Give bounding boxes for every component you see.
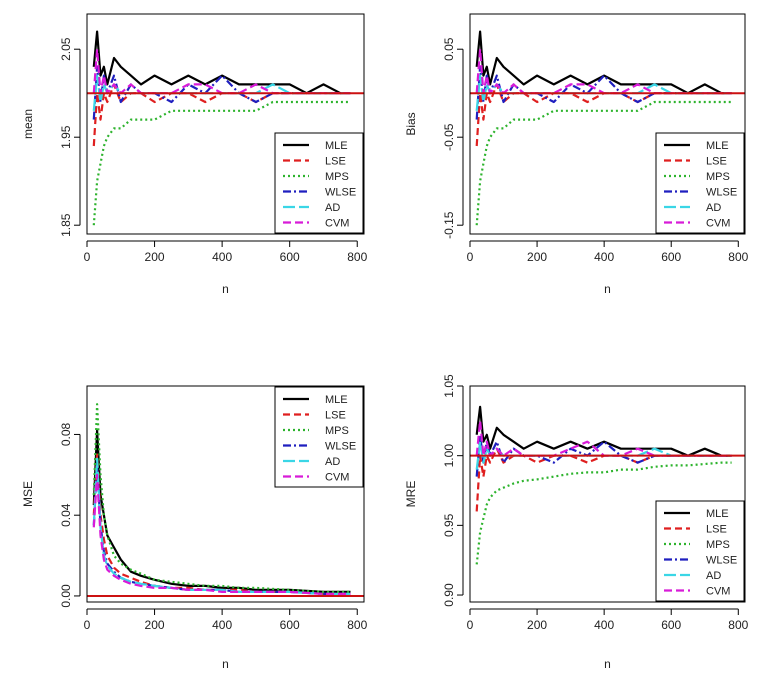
chart-panel-mean: 0 200 400 600 800 1.85 1.95 2.05 n mean MLE LSE MPS W… bbox=[21, 13, 368, 296]
y-tick-label: 0.04 bbox=[59, 503, 73, 527]
series-group bbox=[92, 403, 351, 596]
x-tick-label: 400 bbox=[212, 618, 232, 632]
legend: MLE LSE MPS WLSE AD CVM bbox=[655, 132, 745, 234]
y-tick-label: 1.85 bbox=[59, 213, 73, 237]
y-tick-label: 0.05 bbox=[442, 37, 456, 61]
x-tick-label: 200 bbox=[145, 250, 165, 264]
y-axis-label: MSE bbox=[21, 481, 35, 507]
x-tick-label: 0 bbox=[467, 618, 474, 632]
x-tick-label: 400 bbox=[594, 618, 614, 632]
x-tick-label: 0 bbox=[84, 250, 91, 264]
chart-panel-mre: 0 200 400 600 8000.900.951.001.05nMREMLELSEM… bbox=[404, 374, 749, 671]
y-axis-label: mean bbox=[21, 109, 35, 139]
legend-label-wlse: WLSE bbox=[706, 555, 737, 567]
series-line-mps bbox=[475, 461, 732, 565]
x-tick-label: 400 bbox=[594, 250, 614, 264]
legend-label-ad: AD bbox=[325, 202, 340, 214]
x-tick-label: 200 bbox=[527, 618, 547, 632]
series-line-cvm bbox=[475, 48, 732, 95]
legend-label-lse: LSE bbox=[325, 410, 346, 422]
x-tick-label: 800 bbox=[728, 250, 748, 264]
legend-label-cvm: CVM bbox=[706, 218, 730, 230]
series-line-cvm bbox=[92, 473, 351, 596]
legend-label-ad: AD bbox=[706, 570, 721, 582]
y-tick-label: 1.00 bbox=[442, 444, 456, 468]
plot-frame bbox=[469, 385, 746, 603]
series-line-mle bbox=[475, 30, 732, 95]
legend-label-mle: MLE bbox=[706, 140, 729, 152]
legend-label-mle: MLE bbox=[325, 394, 348, 406]
legend: MLE LSE MPS WLSE AD CVM bbox=[274, 386, 364, 488]
legend-label-lse: LSE bbox=[706, 156, 727, 168]
legend-label-wlse: WLSE bbox=[325, 441, 356, 453]
x-tick-label: 800 bbox=[347, 250, 367, 264]
x-axis-label: n bbox=[604, 657, 611, 671]
x-axis-label: n bbox=[222, 657, 229, 671]
x-tick-label: 600 bbox=[280, 618, 300, 632]
series-line-mle bbox=[92, 30, 351, 95]
legend-label-lse: LSE bbox=[706, 524, 727, 536]
legend-label-mps: MPS bbox=[325, 425, 349, 437]
plot-frame bbox=[86, 13, 365, 235]
x-tick-label: 800 bbox=[347, 618, 367, 632]
legend-label-cvm: CVM bbox=[325, 472, 349, 484]
legend-label-ad: AD bbox=[706, 202, 721, 214]
y-tick-label: 1.05 bbox=[442, 374, 456, 398]
series-line-cvm bbox=[92, 48, 351, 95]
series-line-mps bbox=[92, 100, 351, 226]
x-tick-label: 600 bbox=[661, 618, 681, 632]
series-line-mps bbox=[92, 403, 351, 594]
y-tick-label: 0.00 bbox=[59, 584, 73, 608]
y-tick-label: -0.15 bbox=[442, 211, 456, 239]
legend-box bbox=[655, 132, 745, 234]
x-tick-label: 200 bbox=[145, 618, 165, 632]
plot-frame bbox=[86, 385, 365, 603]
y-tick-label: -0.05 bbox=[442, 123, 456, 151]
plot-frame bbox=[469, 13, 746, 235]
legend-label-mle: MLE bbox=[706, 508, 729, 520]
x-tick-label: 600 bbox=[661, 250, 681, 264]
legend-label-lse: LSE bbox=[325, 156, 346, 168]
chart-panel-bias: 0 200 400 600 800 -0.15 -0.05 0.05 n Bias MLE LSE MP… bbox=[404, 13, 749, 296]
x-tick-label: 600 bbox=[280, 250, 300, 264]
legend: MLE LSE MPS WLSE AD CVM bbox=[274, 132, 364, 234]
y-tick-label: 2.05 bbox=[59, 37, 73, 61]
series-line-cvm bbox=[475, 419, 732, 457]
x-axis-label: n bbox=[604, 282, 611, 296]
chart-panel-mse: 0 200 400 600 800 0.00 0.04 0.08 n MSE MLE LSE MPS WL… bbox=[21, 385, 368, 671]
x-tick-label: 400 bbox=[212, 250, 232, 264]
legend-label-mps: MPS bbox=[706, 171, 730, 183]
legend-box bbox=[274, 386, 364, 488]
x-axis-label: n bbox=[222, 282, 229, 296]
legend-label-cvm: CVM bbox=[325, 218, 349, 230]
series-line-mps bbox=[475, 100, 732, 226]
y-tick-label: 0.08 bbox=[59, 422, 73, 446]
x-tick-label: 200 bbox=[527, 250, 547, 264]
y-tick-label: 0.95 bbox=[442, 513, 456, 537]
y-tick-label: 0.90 bbox=[442, 583, 456, 607]
x-tick-label: 0 bbox=[467, 250, 474, 264]
x-tick-label: 0 bbox=[84, 618, 91, 632]
legend-label-mps: MPS bbox=[325, 171, 349, 183]
legend-label-cvm: CVM bbox=[706, 586, 730, 598]
legend-box bbox=[655, 500, 745, 602]
y-axis-label: MRE bbox=[404, 481, 418, 508]
series-line-mle bbox=[475, 405, 732, 457]
legend-label-wlse: WLSE bbox=[706, 187, 737, 199]
y-tick-label: 1.95 bbox=[59, 125, 73, 149]
legend-label-ad: AD bbox=[325, 456, 340, 468]
y-axis-label: Bias bbox=[404, 112, 418, 135]
legend: MLE LSE MPS WLSE AD CVM bbox=[655, 500, 745, 602]
x-tick-label: 800 bbox=[728, 618, 748, 632]
legend-label-mle: MLE bbox=[325, 140, 348, 152]
legend-label-mps: MPS bbox=[706, 539, 730, 551]
legend-label-wlse: WLSE bbox=[325, 187, 356, 199]
legend-box bbox=[274, 132, 364, 234]
